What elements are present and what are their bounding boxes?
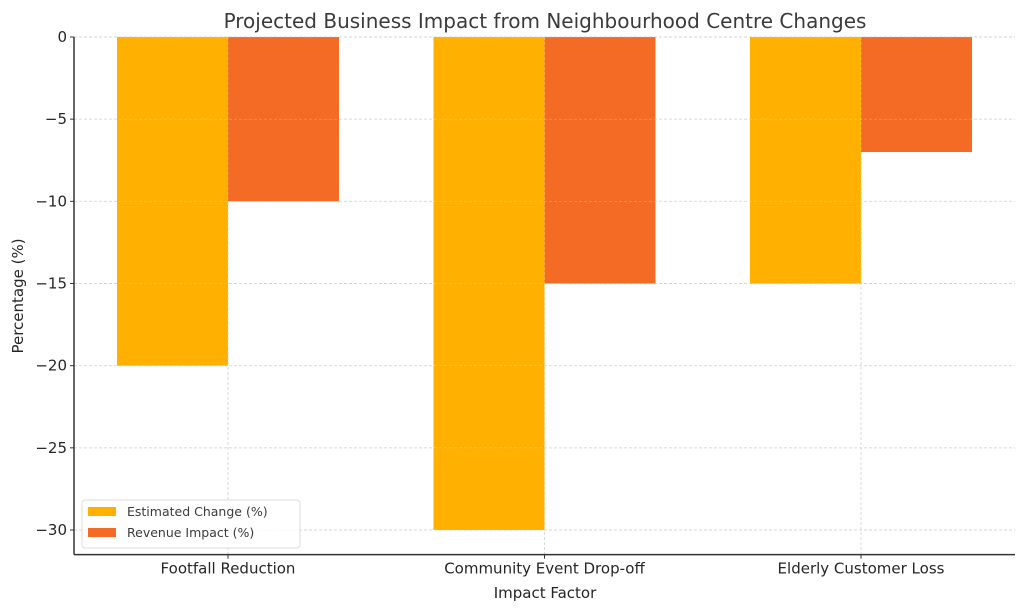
legend-swatch [88, 528, 116, 537]
x-tick-label: Footfall Reduction [161, 560, 296, 578]
chart-title: Projected Business Impact from Neighbour… [224, 9, 867, 33]
y-tick-label: −30 [35, 521, 67, 539]
legend: Estimated Change (%) Revenue Impact (%) [81, 499, 301, 549]
bar-revenue-impact [861, 37, 972, 153]
bar-revenue-impact [544, 37, 656, 284]
bar-estimated-change [750, 37, 861, 284]
x-tick-label: Elderly Customer Loss [778, 560, 945, 578]
y-tick-label: 0 [57, 28, 67, 46]
y-tick-label: −25 [35, 439, 67, 457]
y-tick-label: −5 [45, 110, 67, 128]
y-ticks: 0 −5 −10 −15 −20 −25 −30 [35, 28, 74, 539]
legend-label: Estimated Change (%) [127, 504, 268, 519]
y-tick-label: −20 [35, 357, 67, 375]
legend-label: Revenue Impact (%) [127, 525, 254, 540]
bars [74, 36, 1015, 555]
x-tick-label: Community Event Drop-off [444, 560, 645, 578]
x-ticks: Footfall Reduction Community Event Drop-o… [161, 554, 945, 578]
legend-swatch [88, 507, 116, 516]
y-axis-label: Percentage (%) [9, 238, 27, 353]
y-tick-label: −15 [35, 275, 67, 293]
x-axis-label: Impact Factor [494, 584, 597, 602]
legend-box [81, 499, 301, 549]
y-tick-label: −10 [35, 192, 67, 210]
